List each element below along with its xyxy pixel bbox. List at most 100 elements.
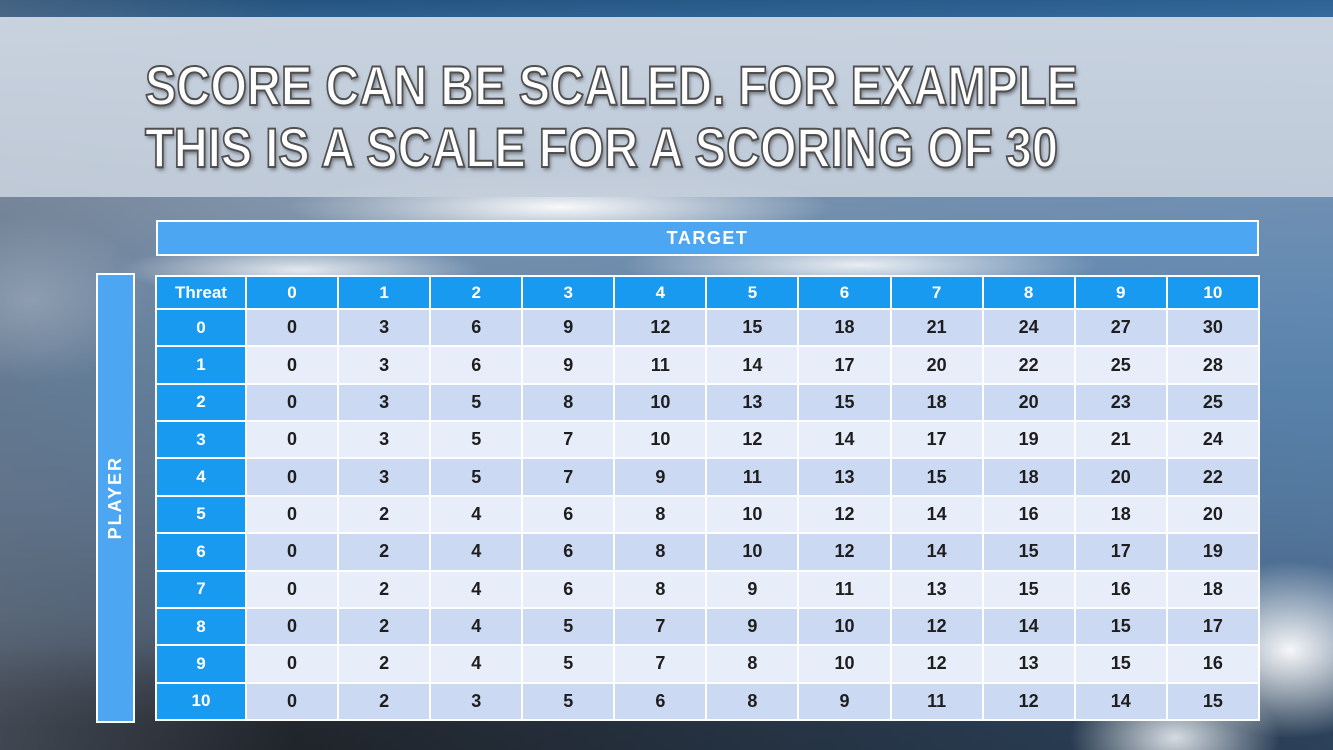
score-cell: 22 <box>983 347 1074 383</box>
score-cell: 9 <box>707 571 798 607</box>
target-header-banner: TARGET <box>156 220 1259 256</box>
score-cell: 18 <box>983 459 1074 495</box>
score-cell: 0 <box>247 496 338 533</box>
score-cell: 7 <box>523 422 614 458</box>
table-row: 4 0 3 5 7 9 11 13 15 18 20 22 <box>157 459 1258 495</box>
score-cell: 28 <box>1167 347 1258 383</box>
score-cell: 12 <box>799 496 890 533</box>
score-cell: 4 <box>431 534 522 570</box>
score-table-body: 0 0 3 6 9 12 15 18 21 24 27 30 1 0 3 6 9 11 14 17 20 22 25 28 2 0… <box>157 310 1258 719</box>
table-row: 1 0 3 6 9 11 14 17 20 22 25 28 <box>157 347 1258 383</box>
score-cell: 14 <box>799 422 890 458</box>
score-cell: 2 <box>339 608 430 645</box>
score-cell: 8 <box>615 496 706 533</box>
score-cell: 15 <box>707 310 798 346</box>
table-row: 9 0 2 4 5 7 8 10 12 13 15 16 <box>157 646 1258 682</box>
column-header-0: 0 <box>247 277 338 308</box>
score-cell: 15 <box>1075 608 1166 645</box>
score-cell: 15 <box>799 384 890 421</box>
score-cell: 4 <box>431 646 522 682</box>
row-header-8: 8 <box>157 608 245 645</box>
score-cell: 2 <box>339 496 430 533</box>
score-cell: 5 <box>431 422 522 458</box>
threat-corner-cell: Threat <box>157 277 245 308</box>
score-cell: 20 <box>891 347 982 383</box>
score-cell: 16 <box>1167 646 1258 682</box>
score-cell: 0 <box>247 422 338 458</box>
score-cell: 15 <box>983 571 1074 607</box>
score-cell: 4 <box>431 608 522 645</box>
score-cell: 18 <box>1075 496 1166 533</box>
row-header-1: 1 <box>157 347 245 383</box>
score-cell: 0 <box>247 459 338 495</box>
score-cell: 12 <box>615 310 706 346</box>
score-cell: 9 <box>523 310 614 346</box>
score-cell: 30 <box>1167 310 1258 346</box>
column-header-row: Threat 0 1 2 3 4 5 6 7 8 9 10 <box>157 277 1258 308</box>
score-cell: 6 <box>523 534 614 570</box>
score-cell: 15 <box>891 459 982 495</box>
column-header-3: 3 <box>523 277 614 308</box>
score-matrix-table: Threat 0 1 2 3 4 5 6 7 8 9 10 0 0 3 6 9 12 15 18 21 24 27 30 1… <box>155 275 1260 721</box>
score-cell: 6 <box>431 347 522 383</box>
score-cell: 16 <box>983 496 1074 533</box>
score-cell: 15 <box>983 534 1074 570</box>
score-cell: 6 <box>431 310 522 346</box>
score-cell: 18 <box>1167 571 1258 607</box>
score-cell: 7 <box>615 646 706 682</box>
score-cell: 4 <box>431 571 522 607</box>
column-header-5: 5 <box>707 277 798 308</box>
score-cell: 11 <box>891 683 982 719</box>
row-header-3: 3 <box>157 422 245 458</box>
player-header-label: PLAYER <box>105 456 125 540</box>
score-cell: 27 <box>1075 310 1166 346</box>
score-cell: 13 <box>983 646 1074 682</box>
score-cell: 0 <box>247 347 338 383</box>
score-cell: 2 <box>339 683 430 719</box>
score-cell: 15 <box>1167 683 1258 719</box>
table-row: 2 0 3 5 8 10 13 15 18 20 23 25 <box>157 384 1258 421</box>
score-cell: 8 <box>707 646 798 682</box>
slide-title: SCORE CAN BE SCALED. FOR EXAMPLE THIS IS… <box>144 54 1079 179</box>
score-cell: 14 <box>891 534 982 570</box>
column-header-8: 8 <box>983 277 1074 308</box>
score-cell: 8 <box>707 683 798 719</box>
score-cell: 21 <box>1075 422 1166 458</box>
score-cell: 23 <box>1075 384 1166 421</box>
score-cell: 2 <box>339 534 430 570</box>
score-cell: 0 <box>247 646 338 682</box>
title-line-2: THIS IS A SCALE FOR A SCORING OF 30 <box>144 115 1059 179</box>
score-cell: 6 <box>523 571 614 607</box>
score-cell: 14 <box>707 347 798 383</box>
score-cell: 8 <box>523 384 614 421</box>
player-header-banner: PLAYER <box>96 273 135 723</box>
score-cell: 9 <box>799 683 890 719</box>
table-row: 5 0 2 4 6 8 10 12 14 16 18 20 <box>157 496 1258 533</box>
score-cell: 11 <box>615 347 706 383</box>
score-cell: 3 <box>431 683 522 719</box>
score-cell: 13 <box>891 571 982 607</box>
score-cell: 9 <box>707 608 798 645</box>
score-cell: 14 <box>891 496 982 533</box>
score-cell: 17 <box>1167 608 1258 645</box>
row-header-7: 7 <box>157 571 245 607</box>
score-cell: 0 <box>247 608 338 645</box>
table-row: 0 0 3 6 9 12 15 18 21 24 27 30 <box>157 310 1258 346</box>
row-header-9: 9 <box>157 646 245 682</box>
column-header-9: 9 <box>1075 277 1166 308</box>
row-header-4: 4 <box>157 459 245 495</box>
score-cell: 13 <box>799 459 890 495</box>
row-header-10: 10 <box>157 683 245 719</box>
score-cell: 3 <box>339 422 430 458</box>
score-cell: 19 <box>1167 534 1258 570</box>
score-cell: 5 <box>431 459 522 495</box>
score-cell: 11 <box>799 571 890 607</box>
score-cell: 14 <box>983 608 1074 645</box>
table-row: 8 0 2 4 5 7 9 10 12 14 15 17 <box>157 608 1258 645</box>
score-cell: 0 <box>247 571 338 607</box>
row-header-6: 6 <box>157 534 245 570</box>
column-header-2: 2 <box>431 277 522 308</box>
table-row: 3 0 3 5 7 10 12 14 17 19 21 24 <box>157 422 1258 458</box>
score-cell: 11 <box>707 459 798 495</box>
